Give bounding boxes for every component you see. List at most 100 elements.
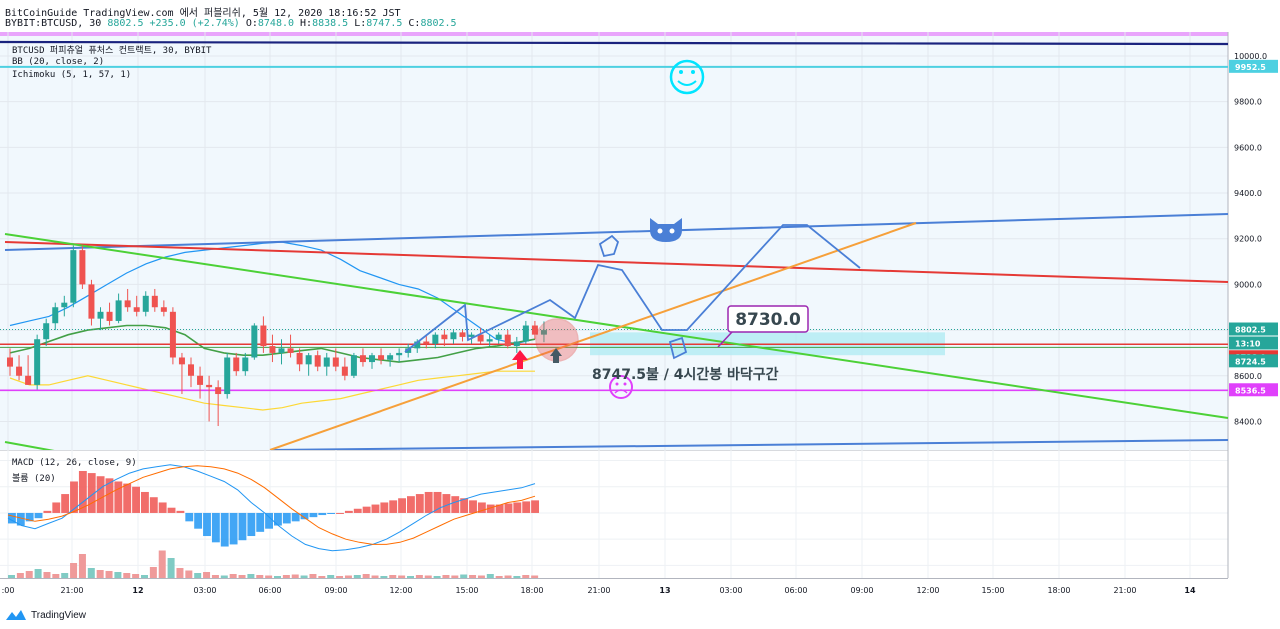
candle-body[interactable] (296, 352, 303, 365)
candle-body[interactable] (423, 341, 430, 344)
green-level-tag-text: 8724.5 (1235, 357, 1266, 366)
legend-volume[interactable]: 볼륨 (20) (12, 474, 56, 484)
macd-histogram-bar (16, 512, 25, 526)
tradingview-footer[interactable]: TradingView (5, 609, 86, 621)
candle-body[interactable] (224, 357, 231, 395)
candle-body[interactable] (260, 325, 267, 347)
candle-body[interactable] (242, 357, 249, 372)
candle-body[interactable] (188, 364, 194, 376)
candle-body[interactable] (540, 330, 547, 335)
volume-bar (247, 574, 255, 578)
macd-histogram-bar (141, 491, 149, 513)
candle-body[interactable] (178, 357, 185, 365)
volume-bar (176, 568, 184, 578)
candle-body[interactable] (459, 332, 466, 337)
macd-histogram-bar (132, 486, 140, 513)
publish-info: BitCoinGuide TradingView.com 에서 퍼블리쉬, 5월… (5, 8, 401, 19)
candle-body[interactable] (314, 355, 321, 367)
candle-body[interactable] (305, 355, 312, 365)
candle-body[interactable] (387, 355, 394, 360)
candle-body[interactable] (115, 300, 122, 321)
candle-body[interactable] (341, 366, 348, 376)
candle-body[interactable] (287, 348, 294, 353)
open-value: 8748.0 (257, 18, 295, 29)
candle-body[interactable] (34, 339, 41, 385)
candle-body[interactable] (378, 355, 385, 360)
top-magenta-band (0, 32, 1228, 36)
time-axis[interactable]: :00 21:00 12 03:00 06:00 09:00 12:00 15:00 18:00… (0, 578, 1280, 602)
candle-body[interactable] (504, 334, 511, 347)
candle-body[interactable] (396, 352, 403, 356)
volume-bar (149, 567, 157, 578)
macd-histogram-bar (309, 512, 318, 518)
candle-body[interactable] (441, 334, 448, 340)
candle-body[interactable] (52, 307, 59, 324)
macd-histogram-bar (318, 512, 327, 516)
macd-histogram-bar (362, 506, 371, 513)
candle-body[interactable] (169, 311, 176, 358)
price-chart[interactable]: 8400.08600.08800.09000.09200.09400.09600… (0, 32, 1280, 450)
footer-label: TradingView (31, 609, 87, 621)
legend-ichimoku[interactable]: Ichimoku (5, 1, 57, 1) (12, 70, 132, 80)
legend-bollinger[interactable]: BB (20, close, 2) (12, 57, 105, 67)
candle-body[interactable] (522, 325, 529, 342)
candle-body[interactable] (124, 300, 131, 308)
projection-arrow-path (404, 224, 861, 353)
candle-body[interactable] (206, 384, 213, 388)
candle-body[interactable] (197, 375, 204, 385)
signal-line (7, 465, 536, 545)
candle-body[interactable] (233, 357, 240, 372)
candle-body[interactable] (251, 325, 258, 358)
legend-title[interactable]: BTCUSD 퍼피츄얼 퓨처스 컨트랙트, 30, BYBIT (12, 46, 212, 56)
candle-body[interactable] (278, 348, 285, 353)
volume-bar (442, 575, 450, 578)
candle-body[interactable] (350, 355, 357, 376)
macd-histogram-bar (336, 512, 344, 514)
candle-body[interactable] (432, 334, 439, 344)
candle-body[interactable] (215, 387, 222, 395)
candle-body[interactable] (79, 250, 86, 285)
candle-body[interactable] (70, 250, 77, 303)
candle-body[interactable] (477, 334, 484, 342)
candle-body[interactable] (495, 334, 502, 340)
price-axis[interactable] (1228, 32, 1280, 450)
candle-body[interactable] (531, 325, 538, 335)
macd-histogram-bar (433, 491, 442, 513)
candle-body[interactable] (7, 357, 13, 367)
candle-body[interactable] (160, 307, 167, 312)
candle-body[interactable] (269, 346, 276, 353)
volume-bar (460, 574, 468, 578)
macd-chart[interactable]: 50.025.00.0-25.0-50.0 (0, 450, 1280, 578)
legend-macd[interactable]: MACD (12, 26, close, 9) (12, 458, 137, 468)
candle-body[interactable] (513, 341, 520, 347)
volume-bar (203, 572, 211, 578)
candle-body[interactable] (61, 302, 68, 308)
candle-body[interactable] (369, 355, 375, 363)
green-level-tag (1229, 354, 1278, 368)
candle-body[interactable] (142, 295, 149, 312)
time-tick-label: :00 (2, 586, 15, 595)
candle-body[interactable] (25, 375, 32, 385)
candle-body[interactable] (414, 341, 421, 349)
time-tick-label: 18:00 (1047, 586, 1070, 595)
pointing-hand-icon (598, 234, 620, 258)
macd-histogram-bar (87, 473, 96, 513)
candle-body[interactable] (97, 311, 104, 319)
candle-body[interactable] (88, 284, 95, 319)
price-tick-label: 10000.0 (1234, 52, 1267, 61)
candle-body[interactable] (405, 348, 412, 353)
candle-body[interactable] (43, 323, 50, 340)
candle-body[interactable] (332, 357, 339, 367)
candle-body[interactable] (359, 355, 366, 363)
macd-axis[interactable] (1228, 450, 1280, 578)
candle-body[interactable] (106, 311, 113, 321)
candle-body[interactable] (323, 357, 330, 367)
candle-body[interactable] (450, 332, 457, 340)
smiley-face-icon (669, 59, 705, 95)
candle-body[interactable] (133, 307, 140, 312)
candle-body[interactable] (16, 366, 23, 376)
candle-body[interactable] (151, 295, 158, 308)
candle-body[interactable] (468, 334, 475, 337)
callout-box (727, 305, 809, 333)
candle-body[interactable] (486, 339, 493, 342)
